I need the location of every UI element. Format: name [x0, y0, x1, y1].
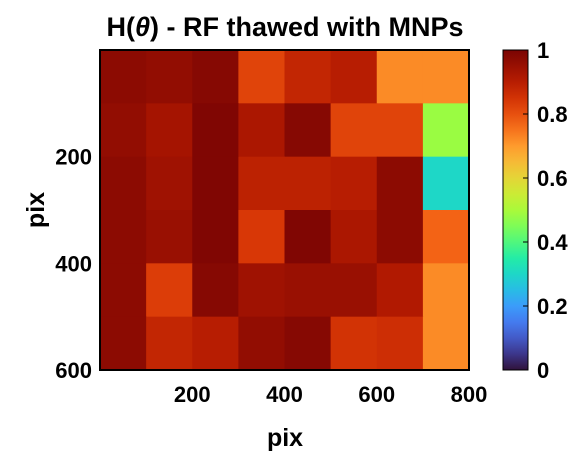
colorbar-ticks: 0 0.2 0.4 0.6 0.8 1	[523, 38, 568, 383]
heatmap-cell	[284, 103, 332, 158]
heatmap-cell	[330, 103, 378, 158]
heatmap-cell	[376, 156, 424, 211]
y-axis-label: pix	[22, 192, 50, 228]
heatmap-cell	[284, 263, 332, 318]
heatmap-cell	[330, 263, 378, 318]
title-prefix: H(	[106, 12, 135, 42]
x-axis-ticks: 200 400 600 800	[174, 382, 487, 407]
heatmap-cell	[192, 103, 239, 158]
heatmap-cells	[100, 50, 470, 371]
y-tick-label: 200	[55, 145, 92, 170]
heatmap-cell	[422, 210, 470, 264]
x-tick-label: 800	[451, 382, 488, 407]
heatmap-cell	[192, 210, 239, 264]
colorbar-tick-label: 0.6	[537, 166, 568, 191]
x-tick-label: 600	[358, 382, 395, 407]
colorbar-tick-label: 0.4	[537, 230, 568, 255]
heatmap-cell	[192, 50, 239, 104]
heatmap-cell	[192, 263, 239, 318]
heatmap-cell	[100, 103, 147, 158]
heatmap-cell	[238, 103, 286, 158]
title-suffix: ) - RF thawed with MNPs	[150, 12, 464, 42]
colorbar-tick-label: 0.8	[537, 102, 568, 127]
heatmap-cell	[376, 316, 424, 371]
heatmap-cell	[238, 263, 286, 318]
heatmap-cell	[422, 50, 470, 104]
heatmap-cell	[100, 156, 147, 211]
colorbar-tick-label: 0.2	[537, 294, 568, 319]
heatmap-cell	[146, 263, 193, 318]
colorbar	[502, 49, 529, 371]
y-axis-ticks: 200 400 600	[55, 145, 92, 383]
x-axis-label: pix	[267, 424, 303, 452]
heatmap-cell	[238, 50, 286, 104]
heatmap-cell	[284, 156, 332, 211]
chart-title: H(θ) - RF thawed with MNPs	[106, 12, 463, 42]
x-tick-label: 200	[174, 382, 211, 407]
heatmap-cell	[192, 316, 239, 371]
heatmap-cell	[100, 210, 147, 264]
heatmap-cell	[422, 263, 470, 318]
heatmap-cell	[422, 103, 470, 158]
y-tick-label: 600	[55, 358, 92, 383]
x-tick-label: 400	[266, 382, 303, 407]
heatmap-cell	[192, 156, 239, 211]
heatmap-cell	[376, 263, 424, 318]
heatmap-cell	[238, 316, 286, 371]
heatmap-cell	[376, 50, 424, 104]
colorbar-tick-label: 1	[537, 38, 549, 63]
y-tick-label: 400	[55, 251, 92, 276]
heatmap-cell	[146, 50, 193, 104]
heatmap-cell	[146, 210, 193, 264]
heatmap-cell	[100, 263, 147, 318]
heatmap-cell	[330, 156, 378, 211]
title-theta-symbol: θ	[135, 12, 150, 42]
heatmap-cell	[284, 316, 332, 371]
colorbar-tick-label: 0	[537, 358, 549, 383]
heatmap-cell	[284, 50, 332, 104]
heatmap-cell	[238, 210, 286, 264]
heatmap-cell	[284, 210, 332, 264]
heatmap-cell	[376, 210, 424, 264]
plot-frame	[99, 49, 470, 371]
heatmap-cell	[330, 50, 378, 104]
heatmap-cell	[376, 103, 424, 158]
heatmap-cell	[238, 156, 286, 211]
heatmap-cell	[100, 50, 147, 104]
heatmap-cell	[422, 316, 470, 371]
heatmap-cell	[100, 316, 147, 371]
heatmap-cell	[330, 210, 378, 264]
heatmap-cell	[146, 156, 193, 211]
heatmap-cell	[330, 316, 378, 371]
heatmap-cell	[146, 316, 193, 371]
heatmap-cell	[422, 156, 470, 211]
heatmap-cell	[146, 103, 193, 158]
